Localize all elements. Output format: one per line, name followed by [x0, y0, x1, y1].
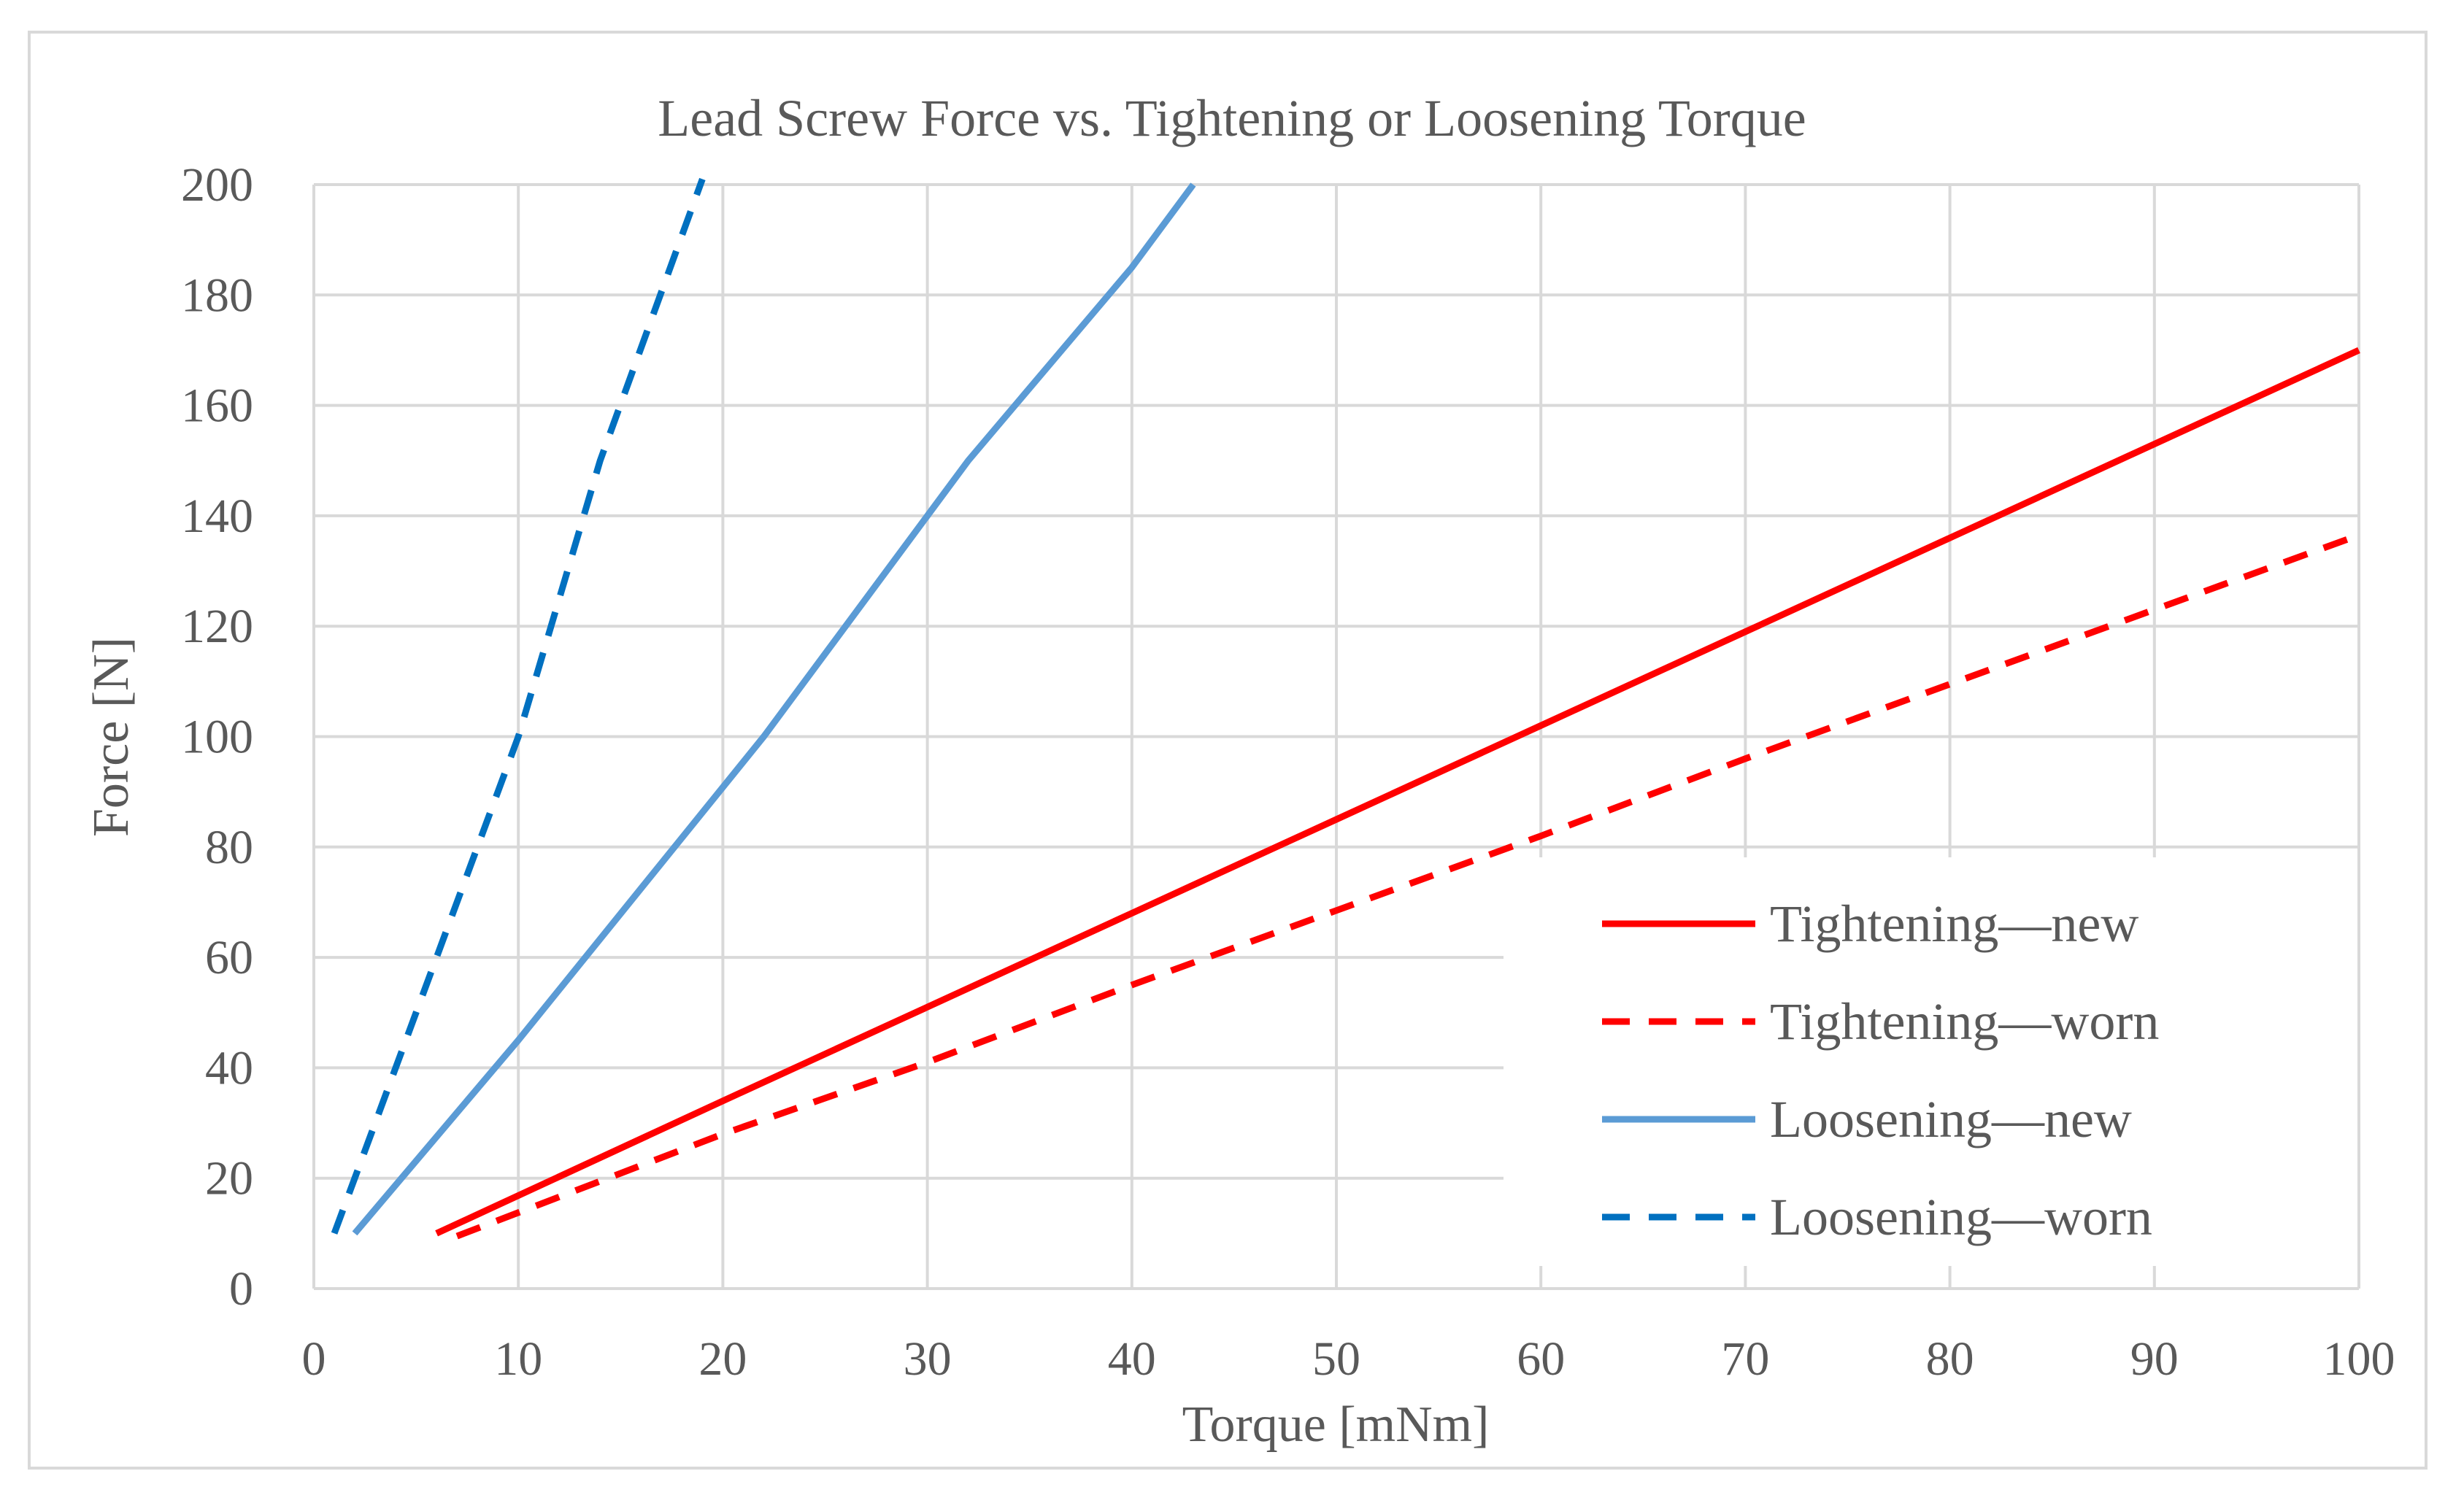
y-tick-label: 120 — [181, 600, 253, 653]
legend-label-1: Tightening—new — [1770, 895, 2138, 953]
x-tick-label: 0 — [302, 1332, 326, 1386]
y-tick-label: 80 — [205, 821, 253, 874]
y-tick-label: 100 — [181, 711, 253, 764]
series-line-3 — [352, 182, 1196, 1236]
tick-labels: 0 10 20 30 40 50 60 70 80 90 100 0 20 40 60 80 100 120 140… — [181, 158, 2395, 1386]
y-tick-label: 180 — [181, 269, 253, 322]
x-tick-label: 80 — [1926, 1332, 1974, 1386]
y-tick-label: 200 — [181, 158, 253, 212]
legend: Tightening—new Tightening—worn Loosening—n… — [1504, 857, 2357, 1266]
legend-label-2: Tightening—worn — [1770, 992, 2159, 1051]
x-tick-label: 60 — [1517, 1332, 1565, 1386]
x-tick-label: 50 — [1312, 1332, 1360, 1386]
legend-label-3: Loosening—new — [1770, 1090, 2132, 1148]
series-line-1 — [435, 347, 2360, 1237]
y-tick-label: 160 — [181, 379, 253, 433]
y-tick-label: 20 — [205, 1152, 253, 1205]
chart-title: Lead Screw Force vs. Tightening or Loose… — [658, 89, 1806, 147]
x-tick-label: 90 — [2130, 1332, 2179, 1386]
x-tick-label: 100 — [2323, 1332, 2395, 1386]
y-tick-label: 40 — [205, 1041, 253, 1094]
series-line-4 — [331, 177, 706, 1235]
x-tick-label: 20 — [698, 1332, 747, 1386]
x-tick-label: 30 — [904, 1332, 952, 1386]
series-line-2 — [455, 532, 2360, 1240]
legend-label-4: Loosening—worn — [1770, 1188, 2152, 1246]
y-axis-title: Force [N] — [83, 637, 139, 837]
y-tick-label: 60 — [205, 931, 253, 984]
series-lines — [331, 177, 2360, 1240]
x-tick-label: 70 — [1721, 1332, 1769, 1386]
x-tick-label: 10 — [494, 1332, 542, 1386]
x-axis-title: Torque [mNm] — [1182, 1397, 1490, 1453]
x-tick-label: 40 — [1108, 1332, 1156, 1386]
y-tick-label: 0 — [229, 1262, 253, 1316]
y-tick-label: 140 — [181, 490, 253, 543]
